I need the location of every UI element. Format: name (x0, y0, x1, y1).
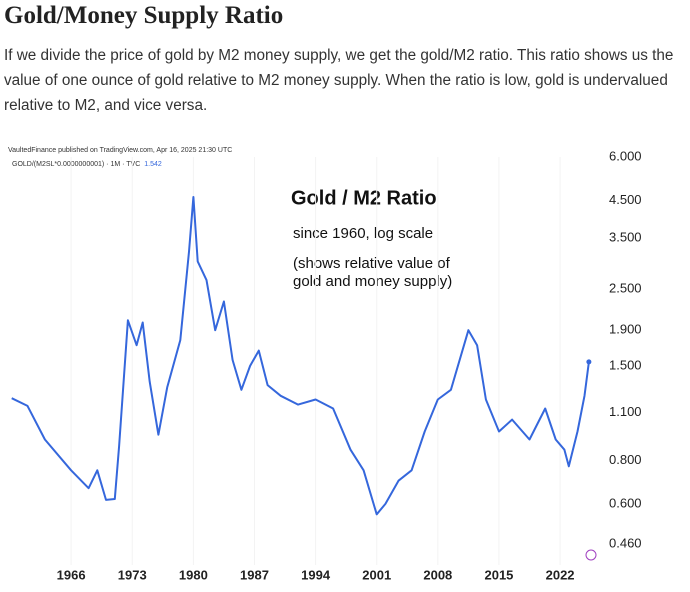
x-tick-label: 2001 (362, 567, 391, 582)
article-paragraph: If we divide the price of gold by M2 mon… (4, 47, 674, 114)
annotation-title: Gold / M2 Ratio (291, 187, 437, 209)
y-tick-label: 3.500 (609, 230, 642, 245)
x-tick-label: 1973 (118, 567, 147, 582)
y-tick-label: 4.500 (609, 192, 642, 207)
x-tick-label: 1966 (57, 567, 86, 582)
y-tick-label: 0.600 (609, 495, 642, 510)
legend-entry: GOLD/(M2SL*0.0000000001) · 1M · TVC (12, 161, 140, 168)
legend-last-value: 1.542 (144, 161, 162, 168)
annotation: gold and money supply) (293, 273, 452, 290)
y-tick-label: 1.900 (609, 322, 642, 337)
x-tick-label: 2015 (484, 567, 513, 582)
icon (585, 549, 597, 561)
last-point (586, 359, 592, 365)
y-tick-label: 1.100 (609, 404, 642, 419)
y-tick-label: 6.000 (609, 148, 642, 163)
x-tick-label: 2008 (423, 567, 452, 582)
x-tick-label: 1980 (179, 567, 208, 582)
x-tick-label: 1994 (301, 567, 331, 582)
article-title: Gold/Money Supply Ratio (4, 2, 284, 29)
x-tick-label: 2022 (546, 567, 575, 582)
annotation: (shows relative value of (293, 255, 451, 272)
y-tick-label: 0.800 (609, 452, 642, 467)
x-tick-label: 1987 (240, 567, 269, 582)
y-tick-label: 0.460 (609, 535, 642, 550)
y-tick-label: 1.500 (609, 357, 642, 372)
annotation-subtitle: since 1960, log scale (293, 225, 433, 242)
series-line (11, 196, 590, 516)
chart-source: VaultedFinance published on TradingView.… (8, 147, 232, 154)
y-tick-label: 2.500 (609, 280, 642, 295)
